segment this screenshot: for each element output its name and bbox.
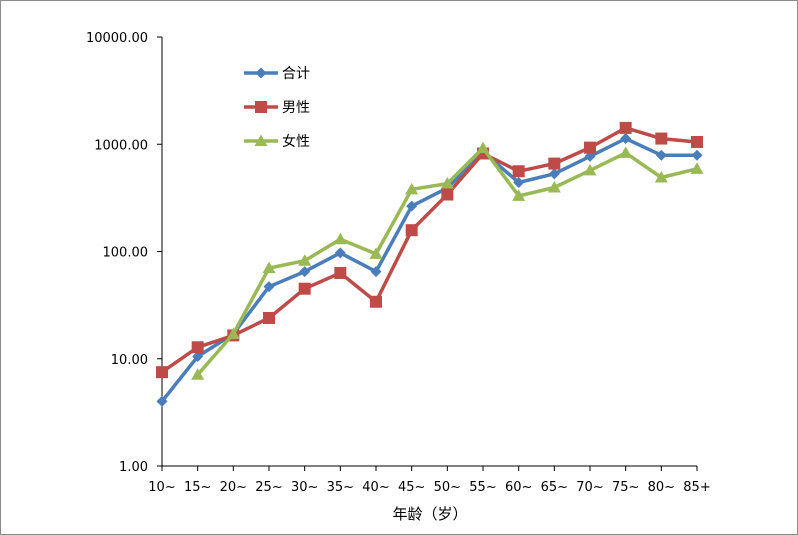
data-point [584, 150, 596, 162]
data-point [298, 282, 311, 295]
data-point [334, 247, 346, 259]
data-point [512, 165, 525, 178]
data-point [584, 141, 596, 154]
data-point [655, 149, 667, 161]
y-tick-label: 10.00 [111, 353, 148, 368]
axes [157, 36, 698, 471]
x-tick-label: 10~ [148, 480, 175, 495]
x-axis-label: 年龄（岁） [392, 505, 467, 523]
x-tick-label: 30~ [291, 480, 318, 495]
y-tick-label: 100.00 [103, 246, 149, 261]
data-point [405, 182, 419, 195]
x-tick-label: 80~ [648, 480, 675, 495]
x-tick-label: 50~ [434, 480, 461, 495]
x-tick-label: 85+ [683, 480, 710, 495]
data-point [406, 200, 418, 212]
x-tick-label: 65~ [541, 480, 568, 495]
x-tick-label: 20~ [220, 480, 247, 495]
legend-item: 合计 [244, 66, 310, 82]
data-point [691, 135, 703, 148]
x-tick-label: 55~ [469, 480, 496, 495]
data-point [548, 157, 561, 170]
data-point [691, 149, 703, 161]
x-tick-label: 15~ [184, 480, 211, 495]
legend-label: 女性 [282, 133, 310, 150]
y-tick-label: 1000.00 [94, 138, 148, 153]
legend-swatch-marker [254, 134, 268, 146]
legend-swatch-marker [255, 101, 267, 113]
legend-swatch-marker [255, 67, 267, 79]
series-line [161, 126, 698, 374]
x-tick-label: 25~ [255, 480, 282, 495]
data-point [369, 247, 383, 259]
data-point [548, 168, 560, 180]
data-point [619, 146, 633, 158]
data-point [654, 170, 668, 183]
data-point [513, 176, 525, 188]
data-point [547, 181, 561, 193]
data-point [156, 366, 168, 379]
data-point [619, 121, 632, 134]
x-tick-labels: 10~ 15~ 20~ 25~ 30~ 35~ 40~ 45~ 50~ 55~ 60~ 65~ 70~ 7… [148, 480, 710, 495]
x-tick-label: 35~ [327, 480, 354, 495]
data-point [476, 141, 490, 154]
data-point [226, 327, 240, 340]
x-tick-label: 45~ [398, 480, 425, 495]
series-group [156, 121, 704, 407]
data-point [192, 350, 204, 362]
x-tick-label: 60~ [505, 480, 532, 495]
data-point [191, 341, 204, 354]
data-point [620, 133, 632, 145]
series-1 [156, 121, 703, 379]
data-point [298, 254, 312, 266]
data-point [370, 295, 382, 308]
data-point [583, 163, 597, 176]
legend-item: 女性 [244, 133, 310, 150]
legend-label: 男性 [282, 100, 310, 116]
x-tick-label: 75~ [612, 480, 639, 495]
data-point [655, 132, 668, 145]
y-tick-labels: 1.00 10.00 100.00 1000.00 10000.00 [86, 31, 148, 475]
data-point [512, 189, 526, 201]
data-point [441, 188, 454, 201]
data-point [405, 224, 418, 237]
data-point [334, 267, 347, 280]
legend-label: 合计 [282, 66, 310, 82]
series-0 [156, 133, 703, 407]
data-point [690, 162, 704, 174]
data-point [262, 261, 276, 274]
series-line [160, 136, 697, 403]
x-tick-label: 40~ [362, 480, 389, 495]
data-point [263, 281, 275, 293]
data-point [156, 395, 168, 407]
legend-item: 男性 [244, 100, 310, 116]
data-point [440, 177, 454, 189]
data-point [333, 232, 347, 245]
y-tick-label: 1.00 [119, 460, 148, 475]
y-tick-label: 10000.00 [86, 31, 148, 46]
data-point [191, 368, 205, 380]
data-point [370, 266, 382, 278]
series-2 [191, 141, 704, 380]
data-point [263, 311, 275, 324]
x-tick-label: 70~ [576, 480, 603, 495]
data-point [299, 266, 311, 278]
